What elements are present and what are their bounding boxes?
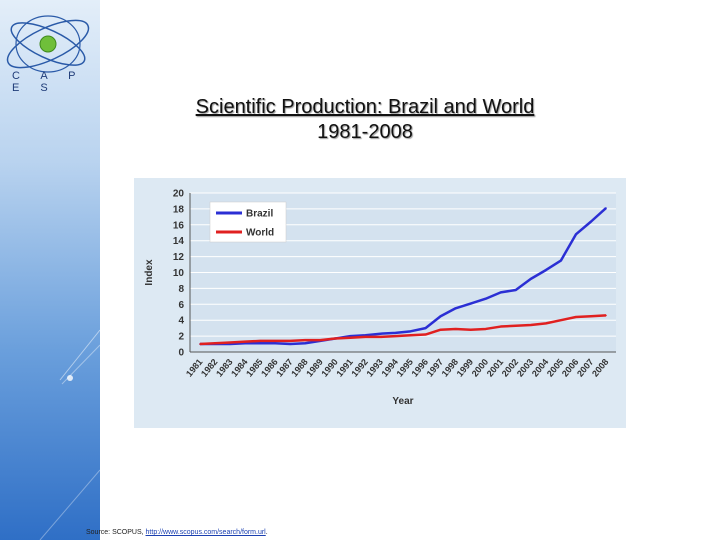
data-point-world bbox=[514, 324, 517, 327]
data-point-world bbox=[304, 339, 307, 341]
chart-frame: 0 2 4 6 8 10 12 14 16 18 20 1981 1982 1983 1984 1985 198… bbox=[134, 178, 626, 428]
data-point-brazil bbox=[409, 330, 412, 333]
data-point-world bbox=[319, 339, 322, 341]
data-point-world bbox=[289, 340, 292, 342]
data-point-world bbox=[244, 340, 246, 343]
series-line-brazil bbox=[200, 207, 607, 346]
data-point-world bbox=[439, 328, 442, 331]
source-note: Source: SCOPUS, http://www.scopus.com/se… bbox=[86, 529, 268, 536]
data-point-world bbox=[530, 324, 532, 326]
y-tick-label: 10 bbox=[173, 268, 185, 279]
legend-label: World bbox=[246, 228, 274, 239]
data-point-world bbox=[364, 336, 367, 338]
data-point-world bbox=[560, 319, 562, 321]
data-point-world bbox=[334, 337, 337, 340]
data-point-brazil bbox=[484, 297, 487, 300]
data-point-world bbox=[214, 342, 216, 345]
data-point-world bbox=[590, 315, 592, 318]
side-band: C A P E S bbox=[0, 0, 100, 540]
data-point-brazil bbox=[590, 220, 592, 223]
legend-label: Brazil bbox=[246, 209, 273, 220]
data-point-brazil bbox=[379, 332, 382, 335]
x-tick-label: 2008 bbox=[590, 357, 611, 379]
data-point-brazil bbox=[545, 269, 547, 271]
source-suffix: . bbox=[265, 529, 268, 536]
data-point-world bbox=[424, 333, 427, 336]
data-point-brazil bbox=[274, 342, 276, 345]
data-point-brazil bbox=[304, 342, 307, 345]
data-point-brazil bbox=[259, 342, 261, 345]
y-tick-label: 18 bbox=[173, 204, 185, 215]
data-point-world bbox=[379, 336, 382, 338]
data-point-brazil bbox=[560, 259, 562, 262]
data-point-world bbox=[469, 328, 472, 331]
y-axis-label: Index bbox=[144, 259, 155, 286]
y-tick-label: 16 bbox=[173, 220, 185, 231]
y-tick-label: 12 bbox=[173, 252, 185, 263]
series-line-world bbox=[199, 314, 607, 346]
data-point-world bbox=[229, 341, 231, 344]
data-point-brazil bbox=[530, 278, 532, 280]
data-point-world bbox=[575, 316, 577, 318]
data-point-brazil bbox=[499, 291, 502, 294]
data-point-world bbox=[259, 340, 261, 342]
data-point-brazil bbox=[394, 332, 397, 334]
data-point-brazil bbox=[605, 207, 607, 209]
page-subtitle: 1981-2008 bbox=[317, 121, 413, 143]
data-point-brazil bbox=[469, 302, 472, 305]
data-point-world bbox=[454, 328, 457, 330]
line-chart: 0246810121416182019811982198319841985198… bbox=[144, 189, 616, 407]
data-point-world bbox=[409, 334, 412, 337]
data-point-world bbox=[499, 325, 502, 328]
data-point-brazil bbox=[514, 289, 517, 291]
y-tick-label: 14 bbox=[173, 236, 185, 247]
data-point-world bbox=[349, 336, 352, 339]
data-point-world bbox=[484, 328, 487, 330]
data-point-world bbox=[199, 343, 201, 345]
source-prefix: Source: SCOPUS, bbox=[86, 529, 146, 536]
data-point-world bbox=[274, 340, 276, 342]
y-tick-label: 8 bbox=[178, 284, 184, 295]
data-point-world bbox=[605, 314, 607, 317]
data-point-brazil bbox=[575, 233, 577, 236]
data-point-world bbox=[545, 322, 547, 325]
legend-box bbox=[209, 201, 287, 243]
decorative-light-rays bbox=[39, 329, 100, 540]
page-title: Scientific Production: Brazil and World bbox=[195, 96, 535, 118]
y-tick-label: 6 bbox=[178, 300, 184, 311]
capes-logo-icon bbox=[6, 15, 90, 73]
y-tick-label: 20 bbox=[173, 189, 185, 200]
data-point-brazil bbox=[439, 315, 442, 318]
source-link[interactable]: http://www.scopus.com/search/form.url bbox=[145, 529, 266, 536]
title-block: Scientific Production: Brazil and World … bbox=[140, 96, 590, 144]
data-point-world bbox=[394, 335, 397, 337]
y-tick-label: 4 bbox=[178, 316, 184, 327]
data-point-brazil bbox=[454, 307, 457, 310]
logo-text: C A P E S bbox=[12, 70, 85, 94]
data-point-brazil bbox=[424, 327, 427, 329]
y-tick-label: 0 bbox=[178, 348, 184, 359]
data-point-brazil bbox=[289, 343, 292, 345]
y-tick-label: 2 bbox=[178, 332, 184, 343]
x-axis-label: Year bbox=[392, 396, 413, 407]
